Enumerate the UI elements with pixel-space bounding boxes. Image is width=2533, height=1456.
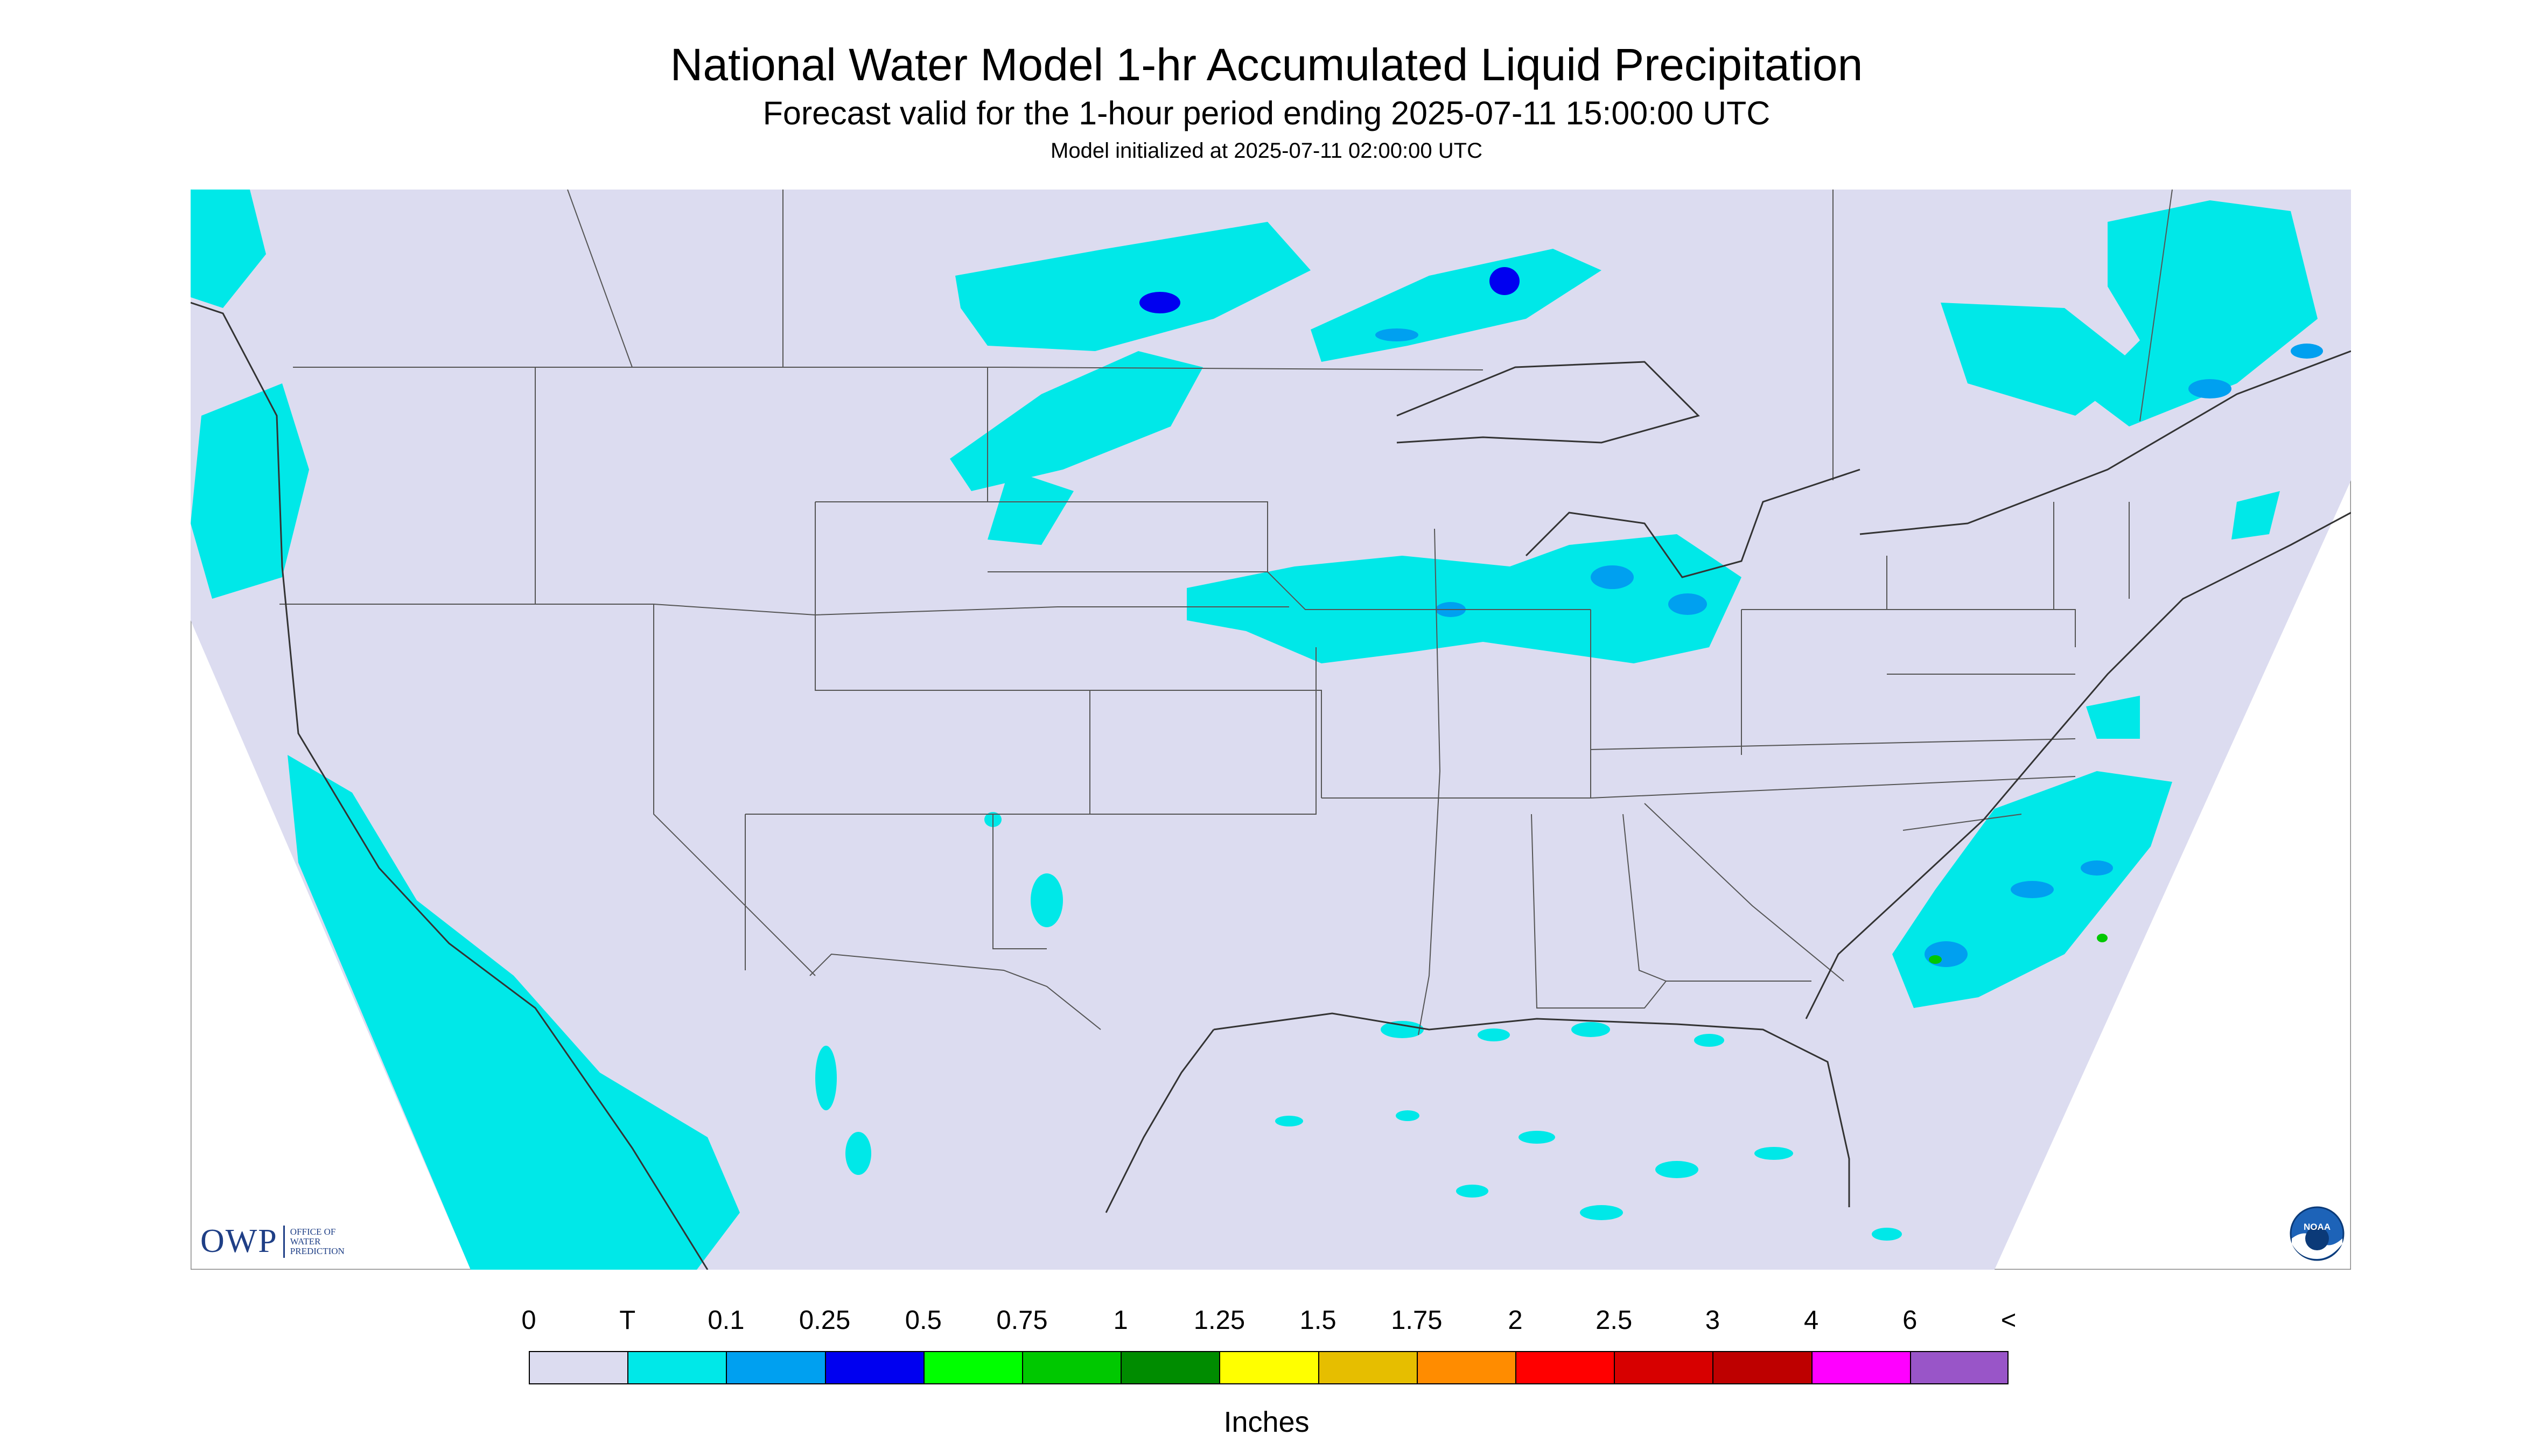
midwest-precip bbox=[1187, 534, 1741, 663]
owp-logo-divider bbox=[283, 1225, 285, 1258]
legend-tick-label: 1 bbox=[1113, 1306, 1128, 1335]
legend-tick-label: < bbox=[2000, 1306, 2017, 1335]
legend-swatch bbox=[1219, 1351, 1318, 1384]
legend-swatch bbox=[1909, 1351, 2009, 1384]
legend-tick-label: 0.5 bbox=[905, 1306, 942, 1335]
legend-tick-label: 2 bbox=[1508, 1306, 1523, 1335]
legend-tick-label: 0 bbox=[521, 1306, 536, 1335]
legend-tick-label: T bbox=[619, 1306, 636, 1335]
legend-swatch bbox=[824, 1351, 923, 1384]
legend-swatch bbox=[923, 1351, 1022, 1384]
northeast-precip bbox=[1941, 200, 2318, 540]
legend-swatch bbox=[726, 1351, 825, 1384]
legend-tick-label: 3 bbox=[1705, 1306, 1720, 1335]
legend-tick-label: 0.75 bbox=[996, 1306, 1048, 1335]
legend-tick-label: 1.25 bbox=[1193, 1306, 1245, 1335]
legend-swatch bbox=[1712, 1351, 1811, 1384]
political-boundaries bbox=[279, 190, 2173, 1035]
map-subtitle: Forecast valid for the 1-hour period end… bbox=[762, 95, 1771, 131]
northeast-heavier-cells bbox=[2188, 344, 2323, 398]
legend-swatch bbox=[627, 1351, 726, 1384]
legend-swatch bbox=[1811, 1351, 1910, 1384]
legend-swatch bbox=[1515, 1351, 1614, 1384]
legend-tick-label: 2.5 bbox=[1596, 1306, 1633, 1335]
precipitation-map bbox=[191, 190, 2351, 1270]
owp-logo: OWP OFFICE OF WATER PREDICTION bbox=[200, 1222, 345, 1261]
noaa-logo: NOAA bbox=[2290, 1206, 2345, 1261]
legend-tick-label: 4 bbox=[1803, 1306, 1819, 1335]
legend-tick-label: 0.1 bbox=[708, 1306, 745, 1335]
owp-logo-subtext: OFFICE OF WATER PREDICTION bbox=[290, 1226, 345, 1256]
gulf-scattered-precip bbox=[815, 812, 1902, 1241]
legend-swatch bbox=[1318, 1351, 1417, 1384]
legend-tick-label: 1.5 bbox=[1299, 1306, 1337, 1335]
map-title: National Water Model 1-hr Accumulated Li… bbox=[670, 39, 1863, 90]
owp-logo-text: OWP bbox=[200, 1223, 278, 1259]
legend-swatch bbox=[1121, 1351, 1220, 1384]
legend-tick-label: 6 bbox=[1902, 1306, 1918, 1335]
northern-plains-heavier-cells bbox=[1139, 267, 1520, 341]
legend-tick-label: 0.25 bbox=[799, 1306, 851, 1335]
legend-units: Inches bbox=[1223, 1406, 1310, 1438]
legend-swatch bbox=[1022, 1351, 1121, 1384]
svg-text:NOAA: NOAA bbox=[2304, 1222, 2331, 1232]
legend-tick-label: 1.75 bbox=[1391, 1306, 1443, 1335]
model-init-line: Model initialized at 2025-07-11 02:00:00… bbox=[1051, 139, 1482, 163]
coastlines bbox=[191, 302, 2351, 1270]
legend-swatch bbox=[1416, 1351, 1515, 1384]
model-domain bbox=[191, 190, 2351, 1270]
midwest-heavier-cells bbox=[1436, 565, 1707, 617]
atlantic-moderate-cells bbox=[1929, 934, 2108, 964]
legend-swatch bbox=[1614, 1351, 1713, 1384]
legend-swatch bbox=[529, 1351, 628, 1384]
